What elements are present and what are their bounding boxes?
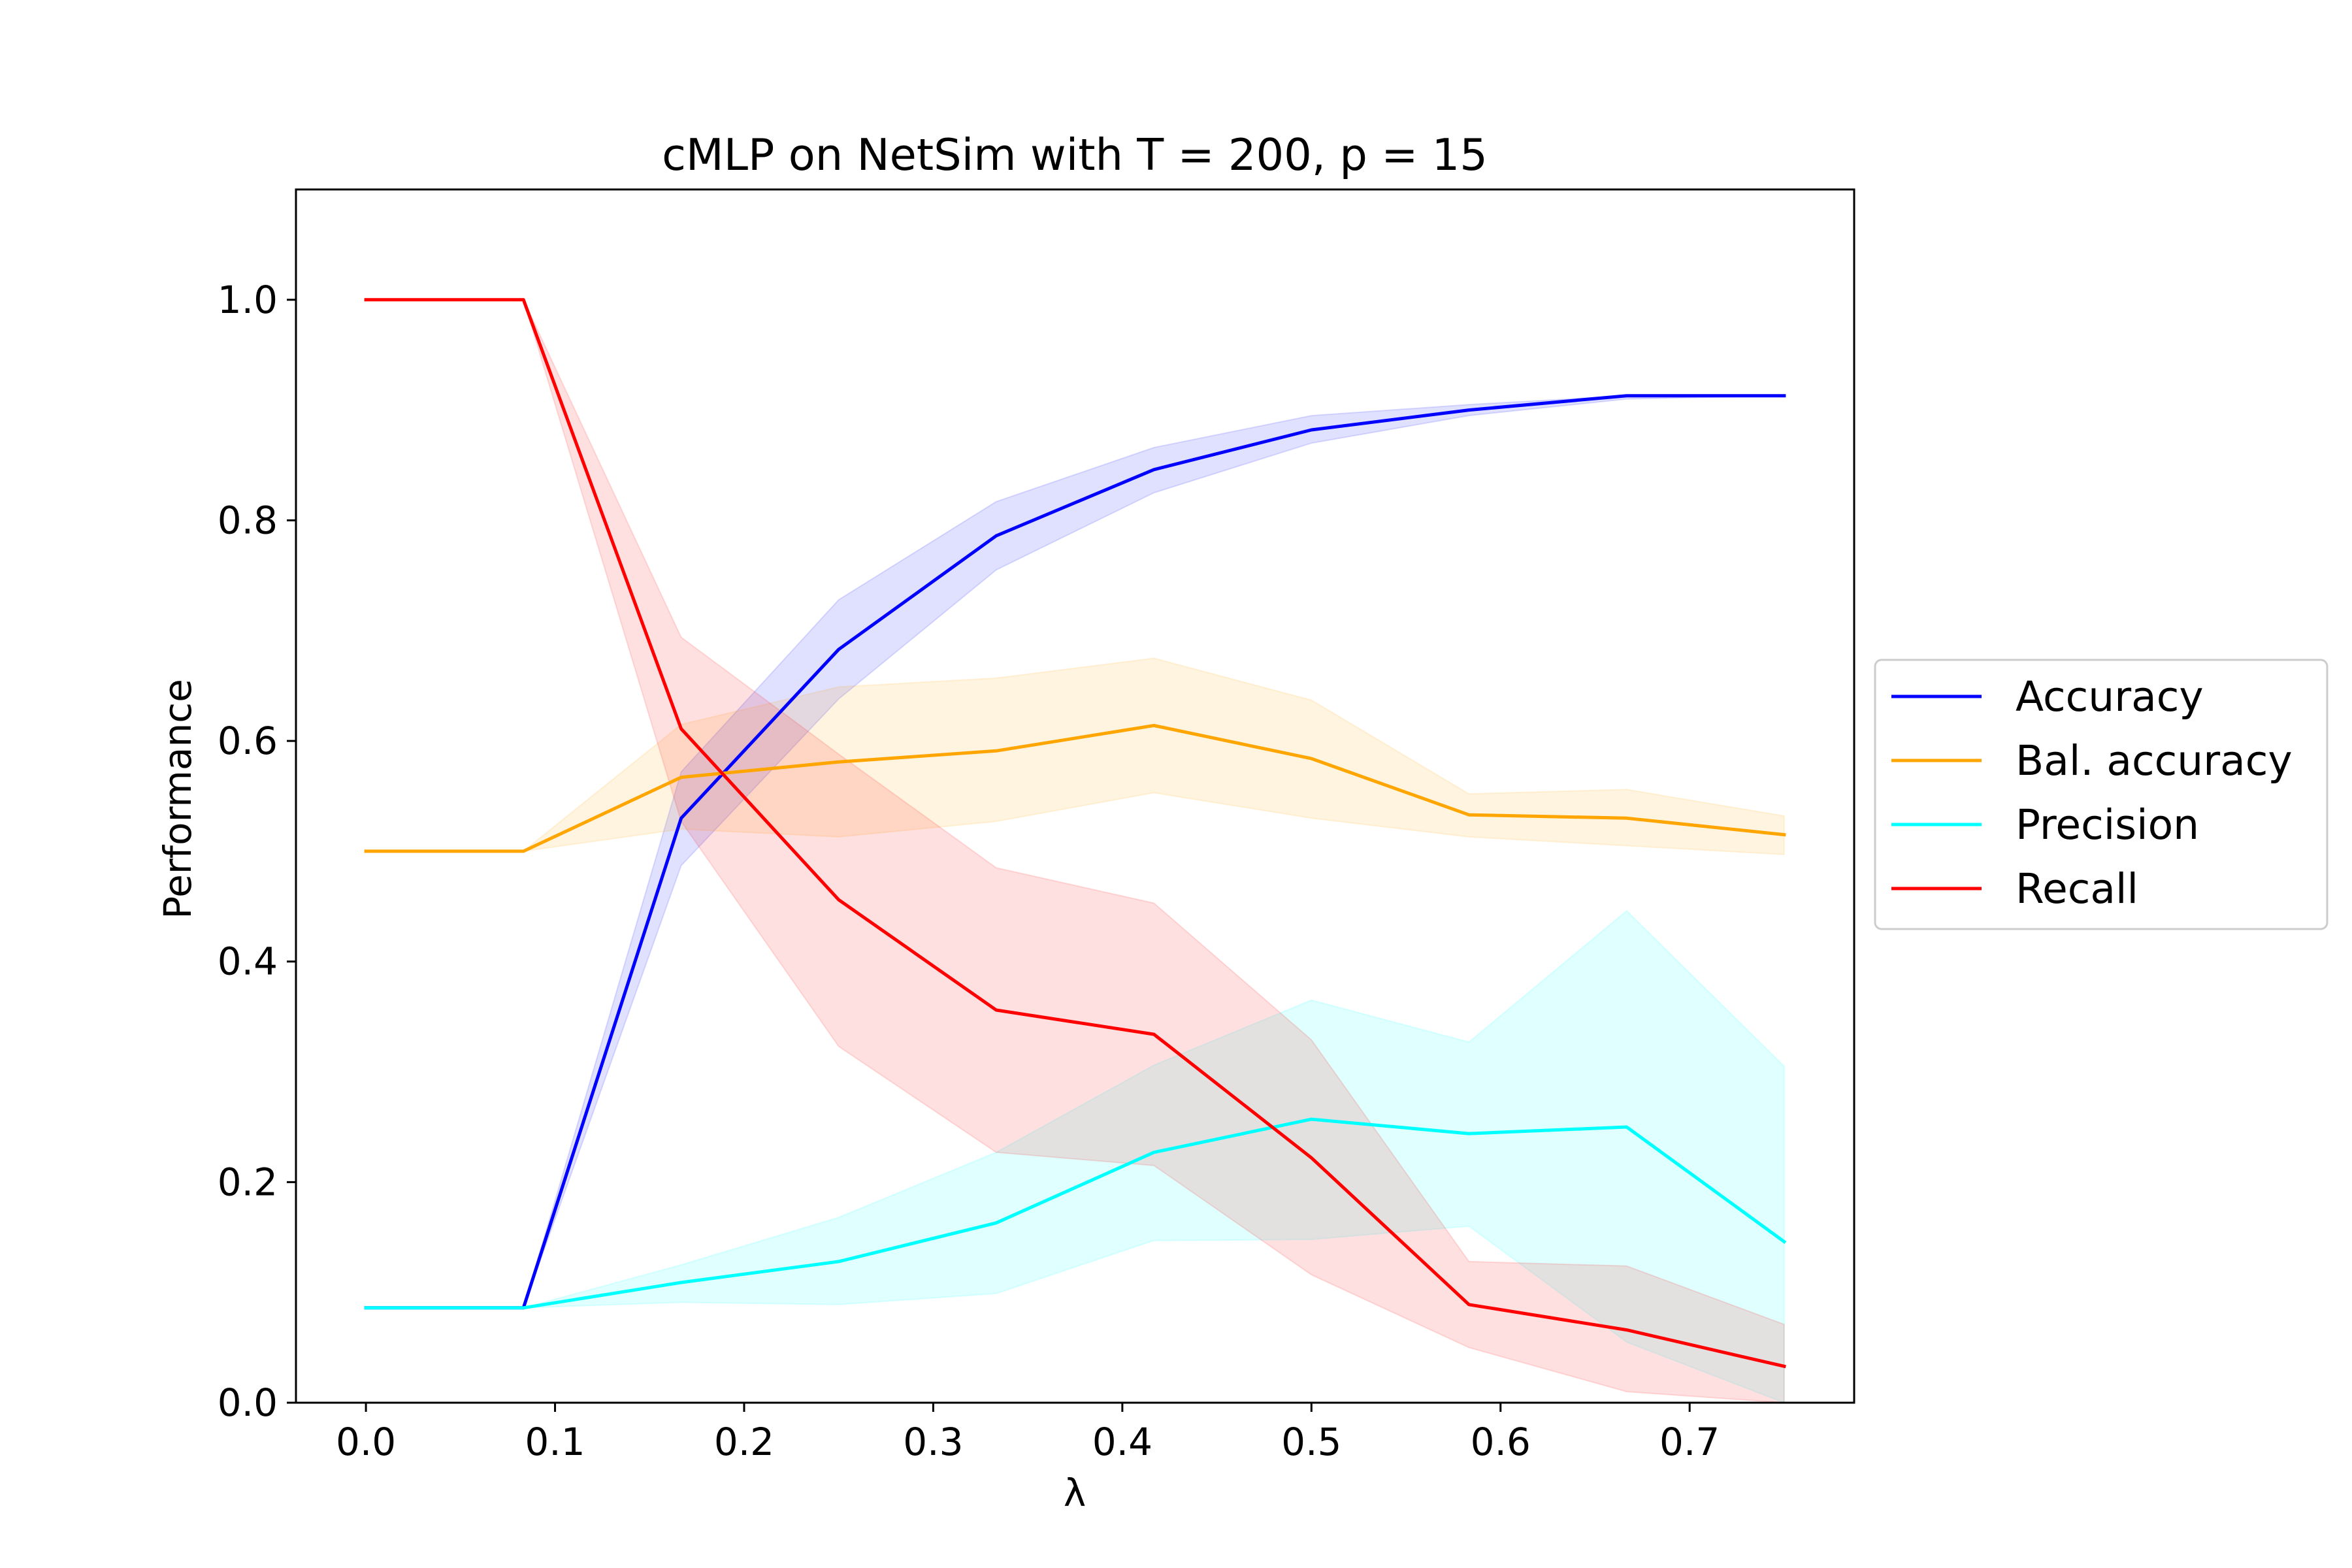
x-tick-label: 0.1 [525,1420,585,1464]
x-axis: 0.0 0.1 0.2 0.3 0.4 0.5 0.6 0.7 [336,1403,1720,1464]
recall-line [364,298,1786,1369]
y-tick-label: 0.8 [218,498,278,542]
x-tick-label: 0.6 [1471,1420,1531,1464]
series-lines [364,298,1787,1369]
y-axis: 0.0 0.2 0.4 0.6 0.8 1.0 [218,278,296,1425]
bal-accuracy-line [364,724,1786,853]
legend-label-bal-accuracy: Bal. accuracy [2016,737,2293,785]
legend: Accuracy Bal. accuracy Precision Recall [1874,659,2328,930]
y-axis-label: Performance [155,679,200,919]
x-tick-label: 0.0 [336,1420,396,1464]
confidence-bands [366,299,1785,1404]
y-tick-label: 0.4 [218,939,278,984]
precision-line [364,1117,1787,1310]
x-tick-label: 0.2 [714,1420,774,1464]
legend-label-accuracy: Accuracy [2016,673,2204,721]
x-axis-label: λ [1064,1471,1086,1515]
y-tick-label: 0.6 [218,719,278,763]
x-tick-label: 0.4 [1092,1420,1152,1464]
x-tick-label: 0.3 [903,1420,963,1464]
precision-band [366,909,1785,1404]
legend-label-precision: Precision [2016,801,2199,849]
y-tick-label: 0.2 [218,1160,278,1204]
plot-area-frame [295,188,1855,1404]
legend-frame [1874,659,2328,930]
y-tick-label: 0.0 [218,1380,278,1425]
accuracy-line [364,394,1786,1310]
chart-title: cMLP on NetSim with T = 200, p = 15 [662,129,1488,180]
recall-band [366,299,1785,1404]
x-tick-label: 0.7 [1659,1420,1720,1464]
legend-label-recall: Recall [2016,865,2138,913]
x-tick-label: 0.5 [1281,1420,1341,1464]
y-tick-label: 1.0 [218,278,278,322]
